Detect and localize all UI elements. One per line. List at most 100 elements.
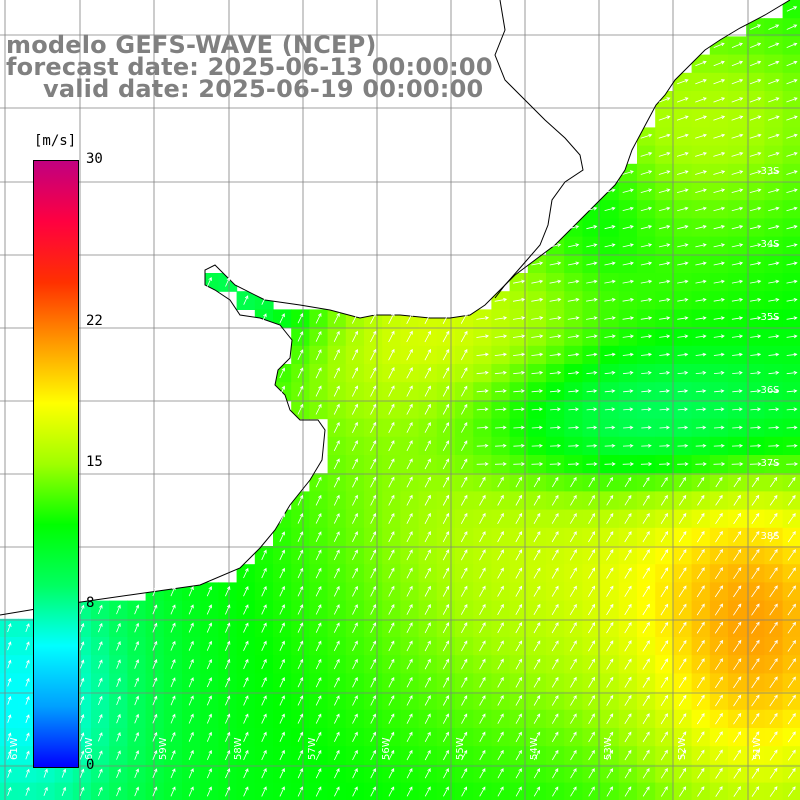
wind-cell	[564, 600, 583, 620]
wind-arrow	[370, 531, 377, 543]
wind-arrow	[713, 279, 725, 284]
wind-arrow	[515, 622, 523, 634]
wind-arrow	[751, 767, 760, 779]
wind-cell	[509, 582, 529, 602]
wind-arrow	[697, 731, 705, 743]
wind-arrow	[479, 549, 486, 561]
wind-cell	[455, 546, 474, 565]
wind-arrow	[479, 786, 486, 797]
wind-arrow	[170, 659, 176, 669]
wind-arrow	[749, 97, 762, 103]
wind-arrow	[370, 440, 377, 452]
wind-cell	[491, 473, 511, 492]
wind-arrow	[586, 370, 598, 375]
wind-cell	[327, 527, 347, 547]
wind-cell	[473, 728, 492, 747]
wind-cell	[418, 764, 438, 784]
wind-arrow	[352, 512, 358, 524]
wind-arrow	[715, 694, 723, 707]
wind-arrow	[642, 786, 650, 797]
wind-arrow	[497, 531, 504, 543]
wind-cell	[418, 564, 438, 583]
wind-arrow	[570, 731, 577, 743]
wind-arrow	[370, 567, 377, 579]
wind-arrow	[750, 261, 762, 266]
wind-cell	[509, 473, 529, 492]
wind-arrow	[7, 750, 12, 760]
wind-cell	[473, 618, 492, 638]
wind-arrow	[443, 749, 449, 761]
wind-cell	[382, 546, 401, 565]
wind-cell	[637, 655, 656, 674]
wind-cell	[546, 655, 565, 674]
wind-arrow	[768, 389, 780, 393]
wind-arrow	[279, 367, 285, 379]
wind-cell	[382, 400, 401, 420]
wind-cell	[418, 400, 438, 420]
wind-arrow	[787, 676, 796, 689]
wind-arrow	[497, 622, 504, 634]
wind-arrow	[406, 330, 413, 343]
wind-arrow	[424, 567, 431, 579]
wind-cell	[309, 382, 329, 401]
wind-cell	[691, 728, 711, 747]
wind-cell	[382, 673, 401, 693]
wind-arrow	[713, 298, 725, 302]
wind-arrow	[749, 170, 762, 175]
wind-arrow	[25, 623, 30, 633]
wind-cell	[364, 637, 383, 656]
wind-arrow	[388, 440, 395, 452]
wind-arrow	[695, 334, 707, 339]
wind-cell	[582, 746, 602, 765]
wind-arrow	[713, 425, 725, 430]
wind-arrow	[624, 477, 632, 488]
wind-arrow	[568, 225, 580, 230]
wind-cell	[546, 473, 565, 492]
wind-arrow	[624, 676, 632, 688]
wind-arrow	[531, 261, 544, 266]
wind-cell	[655, 564, 674, 583]
wind-arrow	[588, 695, 595, 706]
wind-arrow	[424, 458, 431, 470]
wind-arrow	[515, 512, 523, 524]
wind-cell	[345, 673, 365, 693]
wind-arrow	[494, 316, 508, 320]
wind-cell	[345, 382, 365, 401]
wind-arrow	[787, 694, 796, 707]
wind-arrow	[388, 567, 395, 579]
wind-cell	[473, 673, 492, 693]
wind-arrow	[768, 60, 780, 67]
wind-arrow	[513, 389, 525, 393]
wind-arrow	[624, 603, 632, 616]
wind-arrow	[206, 677, 212, 688]
wind-arrow	[624, 749, 632, 761]
wind-arrow	[713, 225, 726, 230]
wind-arrow	[731, 279, 744, 284]
wind-cell	[473, 582, 492, 602]
wind-cell	[546, 691, 565, 711]
wind-cell	[764, 491, 784, 511]
wind-cell	[527, 582, 547, 602]
wind-arrow	[658, 188, 671, 193]
wind-arrow	[370, 749, 376, 761]
wind-arrow	[622, 334, 634, 339]
wind-arrow	[695, 279, 707, 284]
wind-cell	[364, 546, 383, 565]
wind-arrow	[751, 603, 760, 616]
wind-arrow	[442, 348, 450, 361]
wind-arrow	[351, 330, 358, 343]
wind-cell	[364, 436, 383, 456]
coastline-path	[0, 0, 791, 616]
wind-arrow	[678, 549, 687, 561]
wind-arrow	[243, 622, 249, 633]
wind-arrow	[170, 640, 176, 651]
wind-arrow	[479, 585, 486, 597]
wind-arrow	[604, 443, 616, 448]
wind-cell	[455, 582, 474, 602]
wind-arrow	[713, 60, 725, 67]
wind-arrow	[713, 188, 726, 193]
wind-cell	[382, 746, 401, 765]
wind-arrow	[461, 385, 468, 397]
wind-arrow	[677, 225, 689, 230]
wind-cell	[327, 618, 347, 638]
